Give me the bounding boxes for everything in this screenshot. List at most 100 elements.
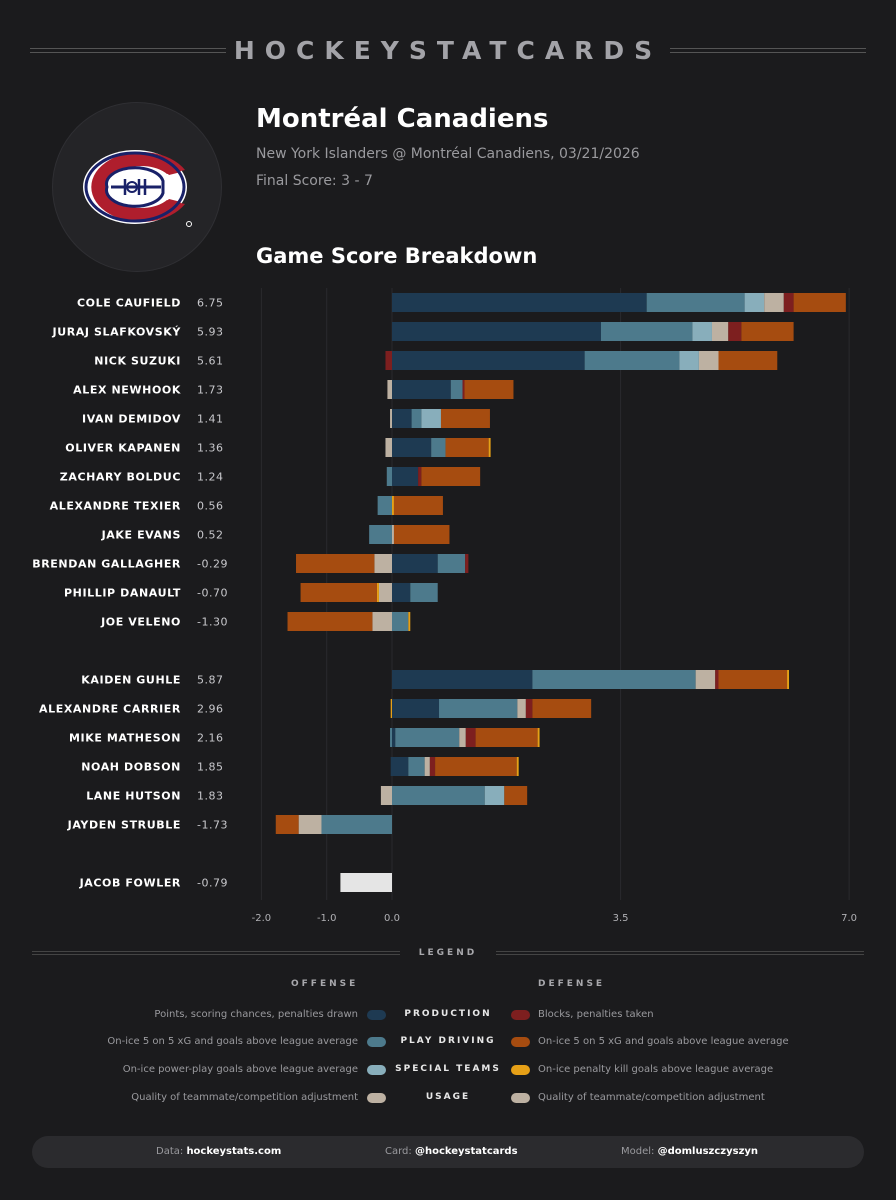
player-value: 5.93 <box>197 326 224 339</box>
legend-offense-desc: On-ice power-play goals above league ave… <box>122 1064 358 1075</box>
bar-segment <box>392 699 440 718</box>
x-tick-label: 7.0 <box>841 913 857 924</box>
bar-segment <box>504 786 528 805</box>
player-value: 1.41 <box>197 413 224 426</box>
legend-category: PRODUCTION <box>404 1009 492 1019</box>
bar-segment <box>380 786 392 805</box>
bar-segment <box>408 757 425 776</box>
bar-segment <box>321 815 392 834</box>
legend-offense-swatch <box>367 1093 386 1103</box>
player-name: KAIDEN GUHLE <box>81 674 181 687</box>
bar-segment <box>584 351 680 370</box>
legend-defense-swatch <box>511 1065 530 1075</box>
bar-segment <box>465 728 476 747</box>
team-title: Montréal Canadiens <box>256 104 549 134</box>
player-value: -1.30 <box>197 616 228 629</box>
bar-segment <box>408 612 411 631</box>
player-value: -0.29 <box>197 558 228 571</box>
bar-segment <box>300 583 377 602</box>
bar-segment <box>386 467 392 486</box>
player-name: JOE VELENO <box>100 616 181 629</box>
chart-title: Game Score Breakdown <box>256 244 538 268</box>
player-name: PHILLIP DANAULT <box>64 587 181 600</box>
player-value: -1.73 <box>197 819 228 832</box>
bar-segment <box>374 554 392 573</box>
bar-segment <box>783 293 794 312</box>
player-value: -0.70 <box>197 587 228 600</box>
bar-segment <box>392 322 601 341</box>
legend-category: SPECIAL TEAMS <box>395 1064 501 1074</box>
bar-segment <box>392 554 438 573</box>
footer-model: Model: @domluszczyszyn <box>621 1146 758 1157</box>
x-tick-label: -1.0 <box>317 913 337 924</box>
bar-segment <box>369 525 392 544</box>
footer-data-label: Data: <box>156 1146 184 1157</box>
bar-segment <box>744 293 765 312</box>
player-name: JAYDEN STRUBLE <box>67 819 181 832</box>
bar-segment <box>692 322 712 341</box>
legend-defense-swatch <box>511 1093 530 1103</box>
player-value: 1.83 <box>197 790 224 803</box>
bar-segment <box>465 554 469 573</box>
player-name: JACOB FOWLER <box>79 877 181 890</box>
bar-segment <box>787 670 790 689</box>
legend-row: On-ice power-play goals above league ave… <box>0 1064 896 1078</box>
bar-segment <box>390 728 392 747</box>
bar-segment <box>516 757 519 776</box>
bar-segment <box>410 583 438 602</box>
player-name: JURAJ SLAFKOVSKÝ <box>52 326 182 339</box>
brand-header: HOCKEYSTATCARDS <box>30 34 866 74</box>
bar-segment <box>411 409 422 428</box>
footer-card: Card: @hockeystatcards <box>385 1146 518 1157</box>
x-tick-label: -2.0 <box>252 913 272 924</box>
bar-segment <box>392 351 585 370</box>
legend-offense-desc: Quality of teammate/competition adjustme… <box>131 1092 358 1103</box>
player-name: ALEXANDRE TEXIER <box>50 500 181 513</box>
bar-segment <box>393 525 450 544</box>
canadiens-logo-icon <box>83 150 192 227</box>
legend-offense-heading: OFFENSE <box>291 979 359 989</box>
legend-divider-right <box>496 951 864 955</box>
bar-segment <box>392 525 394 544</box>
footer-card-value: @hockeystatcards <box>414 1146 518 1157</box>
legend-offense-swatch <box>367 1065 386 1075</box>
bar-segment <box>392 670 533 689</box>
x-tick-label: 0.0 <box>384 913 400 924</box>
bar-segment <box>439 699 518 718</box>
bar-segment <box>435 757 517 776</box>
bar-segment <box>392 409 412 428</box>
player-name: ALEXANDRE CARRIER <box>39 703 181 716</box>
bar-segment <box>392 438 432 457</box>
bar-segment <box>532 670 696 689</box>
player-name: COLE CAUFIELD <box>77 297 181 310</box>
footer-data: Data: hockeystats.com <box>156 1146 281 1157</box>
bar-segment <box>392 786 485 805</box>
bar-segment <box>462 380 465 399</box>
bar-segment <box>387 380 392 399</box>
bar-segment <box>718 670 788 689</box>
bar-segment <box>445 438 489 457</box>
bar-segment <box>377 496 392 515</box>
bar-segment <box>392 728 396 747</box>
player-name: MIKE MATHESON <box>69 732 181 745</box>
bar-segment <box>600 322 693 341</box>
footer-model-value: @domluszczyszyn <box>657 1146 759 1157</box>
player-value: 5.61 <box>197 355 224 368</box>
legend-defense-desc: On-ice penalty kill goals above league a… <box>538 1064 774 1075</box>
bar-segment <box>390 409 392 428</box>
player-value: 1.24 <box>197 471 224 484</box>
bar-segment <box>392 583 411 602</box>
legend-row: Points, scoring chances, penalties drawn… <box>0 1009 896 1023</box>
footer-card-label: Card: <box>385 1146 412 1157</box>
bar-segment <box>390 699 392 718</box>
bar-segment <box>392 757 409 776</box>
bar-segment <box>431 438 446 457</box>
player-name: OLIVER KAPANEN <box>65 442 181 455</box>
bar-segment <box>793 293 846 312</box>
player-name: NOAH DOBSON <box>81 761 181 774</box>
legend-defense-swatch <box>511 1010 530 1020</box>
bar-segment <box>296 554 375 573</box>
bar-segment <box>287 612 373 631</box>
bar-segment <box>275 815 299 834</box>
player-name: JAKE EVANS <box>101 529 181 542</box>
